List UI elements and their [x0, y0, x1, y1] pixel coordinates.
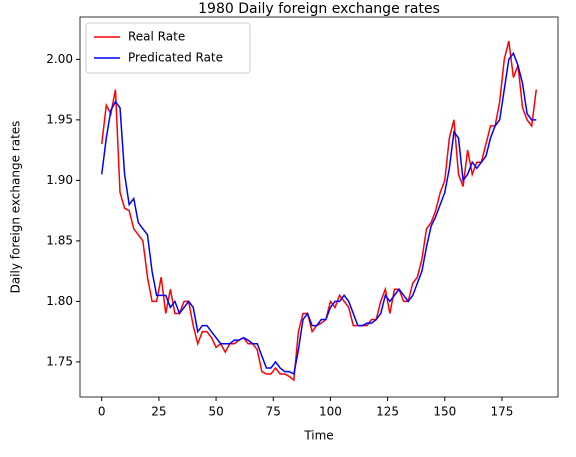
- x-tick-label: 175: [491, 405, 514, 419]
- y-tick-label: 1.95: [46, 112, 73, 126]
- x-tick-label: 75: [266, 405, 281, 419]
- y-tick-label: 1.90: [46, 173, 73, 187]
- x-tick-label: 50: [208, 405, 223, 419]
- x-tick-label: 25: [151, 405, 166, 419]
- x-axis-label: Time: [303, 429, 333, 443]
- legend-box: [85, 22, 251, 74]
- plot-frame: [79, 16, 559, 398]
- legend-label: Real Rate: [128, 30, 185, 44]
- legend-label: Predicated Rate: [128, 51, 223, 65]
- chart-title: 1980 Daily foreign exchange rates: [198, 1, 440, 17]
- x-tick-label: 125: [376, 405, 399, 419]
- y-tick-label: 1.80: [46, 294, 73, 308]
- series-line: [100, 51, 537, 376]
- y-tick-label: 1.85: [46, 233, 73, 247]
- x-tick-label: 0: [98, 405, 106, 419]
- x-tick-label: 100: [319, 405, 342, 419]
- y-tick-label: 1.75: [46, 354, 73, 368]
- y-axis-label: Daily foreign exchange rates: [9, 121, 23, 294]
- y-tick-label: 2.00: [46, 52, 73, 66]
- x-tick-label: 150: [433, 405, 456, 419]
